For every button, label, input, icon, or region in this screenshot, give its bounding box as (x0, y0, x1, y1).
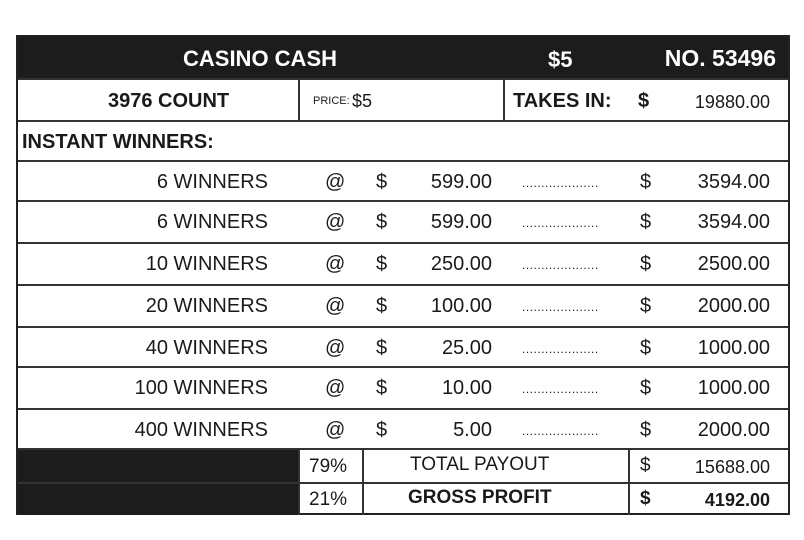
winner-row: 10 WINNERS @ $ 250.00 ..................… (18, 244, 788, 286)
at-sign: @ (325, 337, 346, 359)
ticket-count: 3976 COUNT (108, 90, 230, 112)
profit-percent: 21% (309, 489, 348, 510)
summary-row: 21% GROSS PROFIT $ 4192.00 (18, 484, 788, 515)
payout-label: TOTAL PAYOUT (410, 454, 550, 475)
at-sign: @ (325, 171, 346, 193)
total-currency: $ (640, 171, 652, 193)
dot-leader: .................... (522, 300, 599, 314)
prize-currency: $ (376, 377, 388, 399)
prize-total: 1000.00 (697, 377, 770, 399)
prize-total: 3594.00 (697, 211, 770, 233)
prize-currency: $ (376, 171, 388, 193)
dot-leader: .................... (522, 258, 599, 272)
prize-currency: $ (376, 295, 388, 317)
at-sign: @ (325, 377, 346, 399)
header-row: CASINO CASH $5 NO. 53496 (18, 37, 788, 80)
at-sign: @ (325, 419, 346, 441)
info-row: 3976 COUNT PRICE: $5 TAKES IN: $ 19880.0… (18, 80, 788, 122)
prize-amount: 100.00 (430, 295, 492, 317)
prize-amount: 25.00 (441, 337, 492, 359)
dot-leader: .................... (522, 216, 599, 230)
dot-leader: .................... (522, 342, 599, 356)
total-currency: $ (640, 377, 652, 399)
winner-count: 6 WINNERS (156, 171, 268, 193)
prize-currency: $ (376, 211, 388, 233)
winner-row: 6 WINNERS @ $ 599.00 ...................… (18, 202, 788, 244)
prize-amount: 250.00 (430, 253, 492, 275)
payout-percent: 79% (309, 456, 348, 477)
price-value: $5 (352, 91, 373, 111)
at-sign: @ (325, 295, 346, 317)
game-title: CASINO CASH (183, 46, 338, 71)
profit-label: GROSS PROFIT (408, 487, 552, 508)
winner-count: 20 WINNERS (145, 295, 268, 317)
prize-currency: $ (376, 253, 388, 275)
winner-row: 100 WINNERS @ $ 10.00 ..................… (18, 368, 788, 410)
takes-in-value: 19880.00 (694, 92, 770, 112)
prize-amount: 10.00 (441, 377, 492, 399)
winner-row: 40 WINNERS @ $ 25.00 ...................… (18, 328, 788, 368)
black-block (18, 484, 300, 515)
total-currency: $ (640, 211, 652, 233)
payout-currency: $ (640, 455, 651, 476)
prize-total: 2000.00 (697, 295, 770, 317)
instant-winners-label: INSTANT WINNERS: (22, 131, 214, 153)
game-number: NO. 53496 (664, 45, 776, 71)
prize-amount: 5.00 (453, 419, 492, 441)
winner-row: 6 WINNERS @ $ 599.00 ...................… (18, 162, 788, 202)
takes-in-currency: $ (638, 90, 650, 112)
prize-total: 1000.00 (697, 337, 770, 359)
total-currency: $ (640, 253, 652, 275)
total-currency: $ (640, 337, 652, 359)
profit-currency: $ (640, 488, 651, 509)
dot-leader: .................... (522, 424, 599, 438)
winner-row: 400 WINNERS @ $ 5.00 ...................… (18, 410, 788, 450)
prize-total: 2000.00 (697, 419, 770, 441)
winner-count: 10 WINNERS (145, 253, 268, 275)
total-currency: $ (640, 295, 652, 317)
takes-in-label: TAKES IN: (513, 90, 612, 112)
at-sign: @ (325, 211, 346, 233)
prize-amount: 599.00 (430, 211, 492, 233)
prize-amount: 599.00 (430, 171, 492, 193)
section-row: INSTANT WINNERS: (18, 122, 788, 162)
price-badge: $5 (548, 47, 573, 72)
winner-row: 20 WINNERS @ $ 100.00 ..................… (18, 286, 788, 328)
summary-row: 79% TOTAL PAYOUT $ 15688.00 (18, 450, 788, 484)
winner-count: 40 WINNERS (145, 337, 268, 359)
winner-count: 100 WINNERS (134, 377, 268, 399)
winner-count: 400 WINNERS (134, 419, 268, 441)
dot-leader: .................... (522, 382, 599, 396)
total-currency: $ (640, 419, 652, 441)
prize-currency: $ (376, 419, 388, 441)
dot-leader: .................... (522, 176, 599, 190)
prize-total: 2500.00 (697, 253, 770, 275)
at-sign: @ (325, 253, 346, 275)
prize-currency: $ (376, 337, 388, 359)
price-label: PRICE: (313, 95, 350, 107)
prize-table: CASINO CASH $5 NO. 53496 3976 COUNT PRIC… (16, 35, 790, 515)
winner-count: 6 WINNERS (156, 211, 268, 233)
black-block (18, 450, 300, 482)
payout-value: 15688.00 (694, 457, 770, 477)
prize-total: 3594.00 (697, 171, 770, 193)
profit-value: 4192.00 (704, 490, 770, 510)
